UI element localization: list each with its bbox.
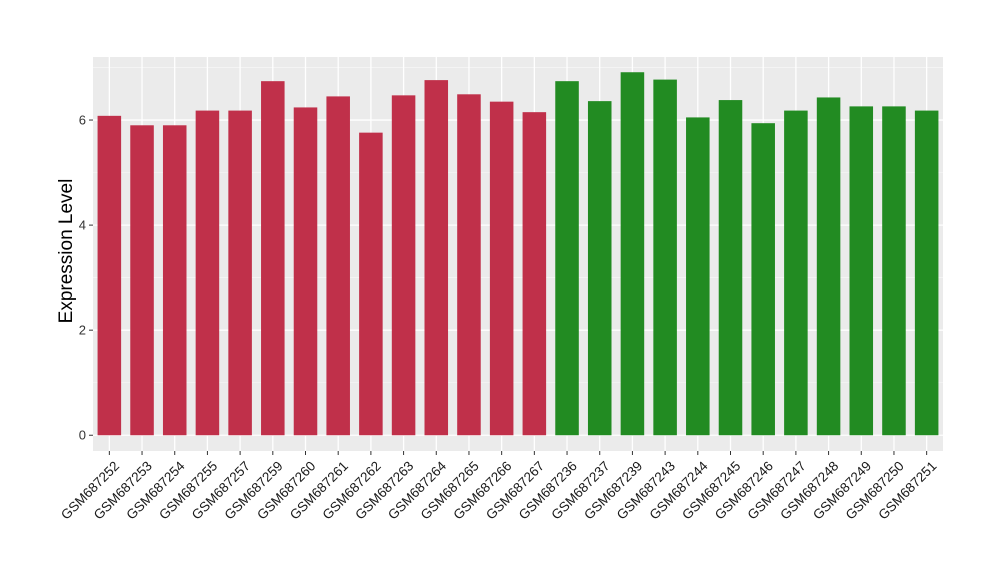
bar xyxy=(816,97,841,436)
y-axis-title: Expression Level xyxy=(56,179,77,324)
bar xyxy=(849,106,874,436)
bar xyxy=(261,81,285,436)
bars xyxy=(97,72,939,436)
bar xyxy=(686,117,710,436)
bar xyxy=(97,115,122,436)
bar xyxy=(555,81,579,436)
bar xyxy=(293,107,318,436)
bar xyxy=(228,110,252,436)
bar xyxy=(130,125,154,436)
bar xyxy=(326,96,350,436)
bar xyxy=(620,72,645,436)
bar xyxy=(359,132,383,436)
bar xyxy=(162,125,187,436)
bar xyxy=(914,110,939,436)
bar xyxy=(718,100,743,436)
y-axis: 0 2 4 6 xyxy=(79,113,93,443)
bar xyxy=(489,101,514,436)
bar xyxy=(784,110,808,436)
x-axis: GSM687252GSM687253GSM687254GSM687255GSM6… xyxy=(58,451,940,523)
bar xyxy=(522,112,547,436)
y-tick-label: 4 xyxy=(79,218,86,233)
bar xyxy=(653,79,677,436)
y-tick-label: 6 xyxy=(79,113,86,128)
plot-panel xyxy=(93,57,943,451)
bar xyxy=(882,106,906,436)
bar xyxy=(751,123,775,436)
bar xyxy=(457,94,481,436)
bar xyxy=(391,95,416,436)
y-tick-label: 0 xyxy=(79,428,86,443)
bar xyxy=(424,80,449,436)
y-tick-label: 2 xyxy=(79,323,86,338)
bar xyxy=(587,101,612,436)
bar xyxy=(195,110,220,436)
